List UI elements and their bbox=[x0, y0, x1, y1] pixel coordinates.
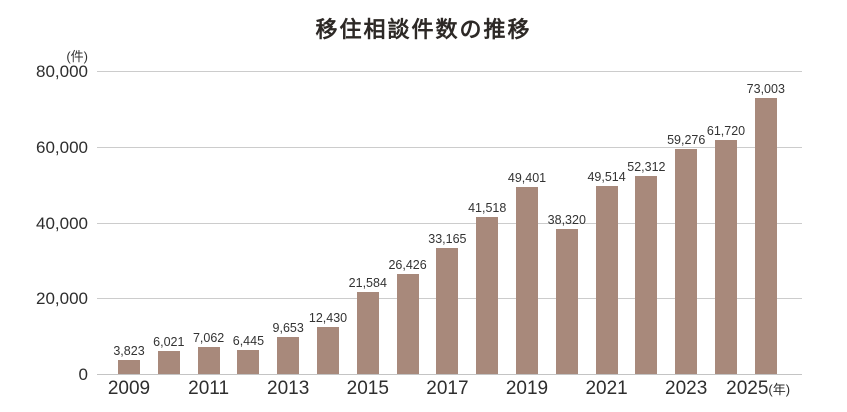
bar-value-label-2018: 41,518 bbox=[468, 200, 507, 215]
x-tick-label-2021: 2021 bbox=[585, 378, 628, 399]
bar-value-label-2010: 6,021 bbox=[153, 335, 185, 350]
x-axis-unit-label: (年) bbox=[768, 382, 791, 397]
bar-2022 bbox=[635, 175, 658, 374]
x-tick-label-2015: 2015 bbox=[346, 378, 389, 399]
bar-2014 bbox=[317, 326, 339, 374]
x-tick-label-2011: 2011 bbox=[188, 378, 230, 399]
x-tick-label-2009: 2009 bbox=[107, 378, 151, 399]
bar-2011 bbox=[197, 347, 220, 374]
bar-value-label-2017: 33,165 bbox=[428, 232, 467, 247]
bar-value-label-2012: 6,445 bbox=[232, 333, 265, 348]
bar-2015 bbox=[356, 292, 379, 374]
x-tick-label-2025: 2025(年) bbox=[726, 378, 791, 399]
bar-2019 bbox=[516, 186, 538, 374]
bar-value-label-2019: 49,401 bbox=[507, 170, 547, 185]
bar-value-label-2016: 26,426 bbox=[388, 257, 427, 272]
bar-value-label-2011: 7,062 bbox=[192, 331, 225, 346]
y-tick-label: 40,000 bbox=[36, 213, 88, 233]
bar-2010 bbox=[157, 351, 180, 374]
bar-value-label-2020: 38,320 bbox=[547, 212, 586, 227]
y-axis-unit-label: (件) bbox=[66, 49, 88, 64]
bar-value-label-2024: 61,720 bbox=[706, 124, 746, 139]
bar-value-label-2025: 73,003 bbox=[746, 81, 785, 96]
chart-title: 移住相談件数の推移 bbox=[315, 17, 532, 42]
gridline-60,000 bbox=[97, 146, 802, 148]
bar-value-label-2013: 9,653 bbox=[272, 321, 304, 336]
x-tick-label-2013: 2013 bbox=[267, 378, 310, 399]
bar-2009 bbox=[118, 359, 140, 374]
y-tick-label: 60,000 bbox=[36, 137, 88, 157]
bar-value-label-2022: 52,312 bbox=[627, 159, 666, 174]
y-tick-label: 20,000 bbox=[36, 289, 88, 309]
bar-2023 bbox=[675, 149, 698, 374]
bar-2020 bbox=[555, 228, 578, 374]
bar-value-label-2021: 49,514 bbox=[587, 170, 626, 185]
bar-2012 bbox=[237, 349, 260, 374]
y-tick-label: 0 bbox=[78, 365, 88, 384]
bar-value-label-2015: 21,584 bbox=[348, 276, 387, 291]
bar-2016 bbox=[396, 273, 419, 374]
gridline-0 bbox=[97, 374, 802, 375]
bar-2025 bbox=[754, 97, 777, 374]
x-tick-label-2017: 2017 bbox=[426, 378, 469, 399]
bar-2021 bbox=[595, 186, 618, 374]
gridline-80,000 bbox=[97, 71, 802, 72]
bar-2017 bbox=[436, 248, 459, 374]
bar-value-label-2014: 12,430 bbox=[308, 310, 348, 325]
bar-value-label-2023: 59,276 bbox=[667, 133, 706, 148]
bar-value-label-2009: 3,823 bbox=[113, 343, 145, 358]
bar-2013 bbox=[277, 337, 300, 374]
y-tick-label: 80,000 bbox=[36, 62, 88, 81]
bar-2018 bbox=[476, 216, 499, 374]
x-tick-label-2019: 2019 bbox=[505, 378, 549, 399]
gridline-40,000 bbox=[97, 222, 802, 224]
bar-2024 bbox=[715, 140, 737, 374]
x-tick-label-2023: 2023 bbox=[665, 378, 708, 399]
